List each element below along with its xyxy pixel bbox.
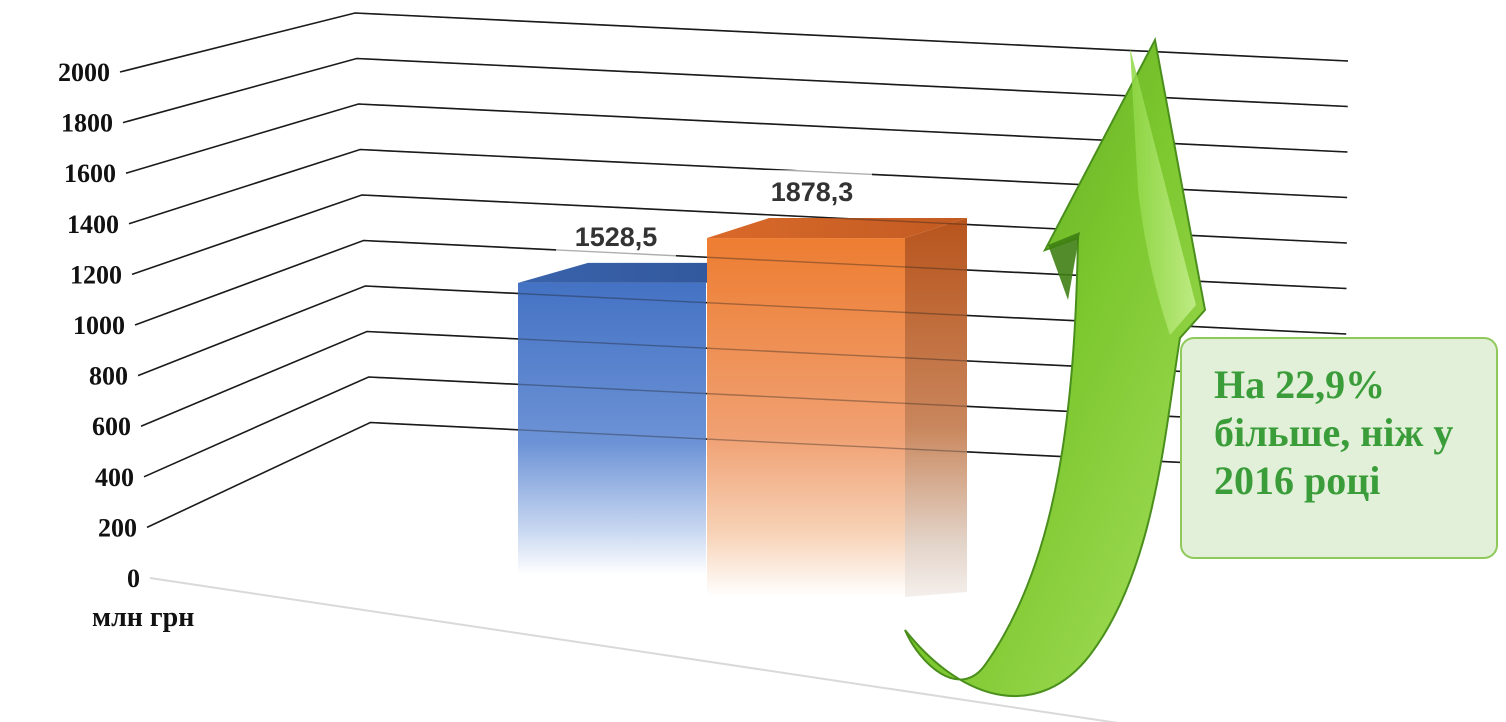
bar-side: [905, 218, 967, 597]
gridline: [134, 239, 1347, 326]
gridline: [128, 148, 1348, 225]
bar-front: [518, 282, 706, 575]
bar-front: [707, 238, 905, 597]
y-tick-label: 1800: [61, 109, 113, 138]
gridline: [125, 103, 1348, 174]
y-axis-unit-label: млн грн: [92, 602, 194, 633]
y-tick-label: 200: [98, 513, 137, 542]
gridline: [137, 285, 1347, 377]
gridline-overlay-line: [356, 57, 1348, 108]
data-label-text: 1528,5: [575, 222, 658, 252]
data-label-box: [556, 214, 676, 257]
y-tick-label: 600: [92, 412, 131, 441]
bar-1: [518, 262, 776, 575]
gridline: [140, 330, 1346, 427]
data-label-text: 1878,3: [771, 177, 854, 207]
gridlines: [119, 12, 1349, 529]
y-tick-label: 1000: [73, 311, 125, 340]
data-label: 1878,3: [752, 170, 872, 213]
annotation-line-2: більше, ніж у: [1214, 410, 1454, 455]
chart-floor: [149, 577, 1119, 722]
gridline-overlay-line: [354, 12, 1349, 62]
annotation-line-3: 2016 році: [1214, 458, 1381, 503]
data-label: 1528,5: [556, 214, 676, 257]
y-tick-label: 400: [95, 463, 134, 492]
y-tick-label: 1200: [70, 260, 122, 289]
y-tick-label: 0: [127, 564, 140, 593]
y-tick-label: 800: [89, 362, 128, 391]
bar-2: [707, 218, 967, 597]
bar-top: [707, 218, 967, 239]
annotation-callout: На 22,9% більше, ніж у 2016 році: [1180, 337, 1498, 559]
y-tick-label: 2000: [58, 58, 110, 87]
y-tick-label: 1600: [64, 159, 116, 188]
gridline: [119, 12, 1349, 73]
gridline-overlay-line: [358, 103, 1348, 153]
green-up-arrow-icon: [904, 36, 1207, 698]
data-label-box: [752, 170, 872, 213]
y-axis-ticks: 0 200 400 600 800 1000 1200 1400 1600 1800 2000: [58, 58, 140, 593]
annotation-line-1: На 22,9%: [1214, 362, 1386, 407]
gridline: [143, 376, 1346, 478]
gridline: [122, 57, 1348, 124]
y-tick-label: 1400: [67, 210, 119, 239]
gridline: [146, 421, 1346, 529]
gridline: [131, 194, 1347, 276]
